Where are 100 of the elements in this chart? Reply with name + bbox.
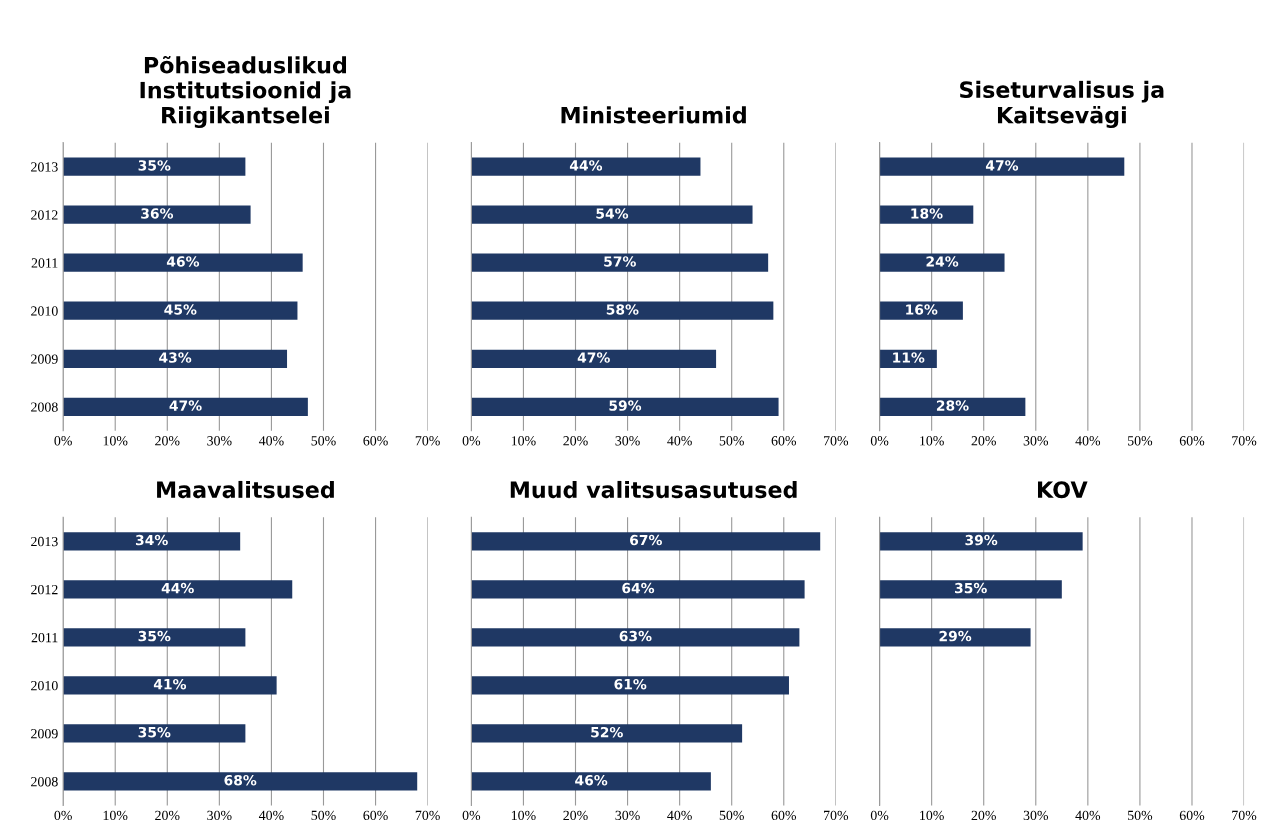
x-tick-label: 20% [563,810,588,821]
x-tick-label: 30% [207,810,232,821]
x-tick-label: 60% [771,810,797,821]
x-tick-label: 40% [667,436,692,446]
x-tick-label: 10% [920,436,944,446]
x-tick-label: 70% [824,436,849,446]
x-tick-label: 30% [615,436,640,446]
data-label: 64% [622,582,655,594]
x-tick-label: 50% [719,810,744,821]
data-label: 58% [606,304,639,315]
y-tick-label: 2011 [31,258,58,268]
x-tick-label: 40% [1075,436,1101,446]
y-tick-label: 2009 [31,728,58,739]
data-label: 47% [985,160,1019,171]
data-label: 41% [153,678,187,690]
bar [63,349,288,368]
bar [879,580,1062,599]
y-tick-label: 2009 [31,354,58,364]
bar [879,397,1026,416]
x-tick-label: 40% [258,436,284,446]
x-tick-label: 30% [615,810,640,821]
x-tick-label: 10% [511,436,536,446]
data-label: 59% [609,400,642,411]
x-tick-label: 20% [563,436,588,446]
data-label: 29% [939,630,972,642]
x-tick-label: 20% [971,436,996,446]
x-tick-label: 50% [311,810,336,821]
y-tick-label: 2012 [31,584,58,595]
x-tick-label: 10% [511,810,536,821]
y-tick-label: 2013 [31,536,58,547]
bar [471,580,805,599]
bar [471,724,743,743]
y-tick-label: 2010 [31,306,58,316]
bar [471,349,717,368]
data-label: 34% [135,534,168,546]
x-tick-label: 40% [667,810,692,821]
data-label: 35% [138,630,171,642]
data-label: 52% [591,726,623,738]
bar [63,676,277,695]
x-tick-label: 20% [971,810,996,821]
x-tick-label: 0% [54,436,72,446]
data-label: 57% [604,256,636,267]
chart-title: Maavalitsused [157,480,334,499]
bar [471,532,821,551]
data-label: 45% [164,304,197,315]
bar [471,205,753,224]
data-label: 46% [166,256,200,267]
y-tick-label: 2008 [31,402,58,412]
bar [63,532,241,551]
bar [63,628,246,647]
data-label: 44% [161,582,194,594]
data-label: 24% [926,256,959,267]
x-tick-label: 20% [155,436,180,446]
data-label: 46% [575,774,608,786]
x-tick-label: 10% [103,436,128,446]
bar [471,772,711,791]
x-tick-label: 50% [1128,436,1153,446]
x-tick-label: 10% [103,810,128,821]
data-label: 18% [911,208,943,219]
bar [63,772,418,791]
data-label: 44% [569,160,603,171]
x-tick-label: 70% [1232,436,1257,446]
data-label: 35% [138,160,171,171]
x-tick-label: 30% [207,436,232,446]
x-tick-label: 70% [415,810,440,821]
bar [879,532,1083,551]
bar [471,301,774,320]
x-tick-label: 10% [920,810,944,821]
x-tick-label: 40% [258,810,284,821]
data-label: 36% [141,208,174,219]
x-tick-label: 50% [311,436,336,446]
data-label: 28% [936,400,969,411]
x-tick-label: 60% [1179,436,1205,446]
data-label: 47% [169,400,202,411]
data-label: 16% [906,304,938,315]
x-tick-label: 50% [1128,810,1153,821]
bar [63,205,251,224]
x-tick-label: 60% [771,436,797,446]
data-label: 35% [955,582,987,594]
bar [879,157,1125,176]
data-label: 35% [138,726,171,738]
data-label: 43% [159,352,192,363]
bar [63,397,308,416]
bar [879,253,1005,272]
bar [471,676,789,695]
chart-title: Muud valitsusasutused [510,480,797,499]
data-label: 68% [224,774,257,786]
x-tick-label: 60% [1179,810,1205,821]
data-label: 67% [630,534,662,546]
x-tick-label: 0% [462,810,481,821]
x-tick-label: 70% [824,810,849,821]
data-label: 39% [965,534,998,546]
x-tick-label: 0% [870,810,889,821]
bar [471,253,769,272]
y-tick-label: 2013 [31,162,58,172]
y-tick-label: 2012 [31,210,58,220]
x-tick-label: 70% [1232,810,1257,821]
x-tick-label: 70% [415,436,440,446]
chart-title: KOV [1038,481,1088,499]
x-tick-label: 30% [1023,436,1049,446]
